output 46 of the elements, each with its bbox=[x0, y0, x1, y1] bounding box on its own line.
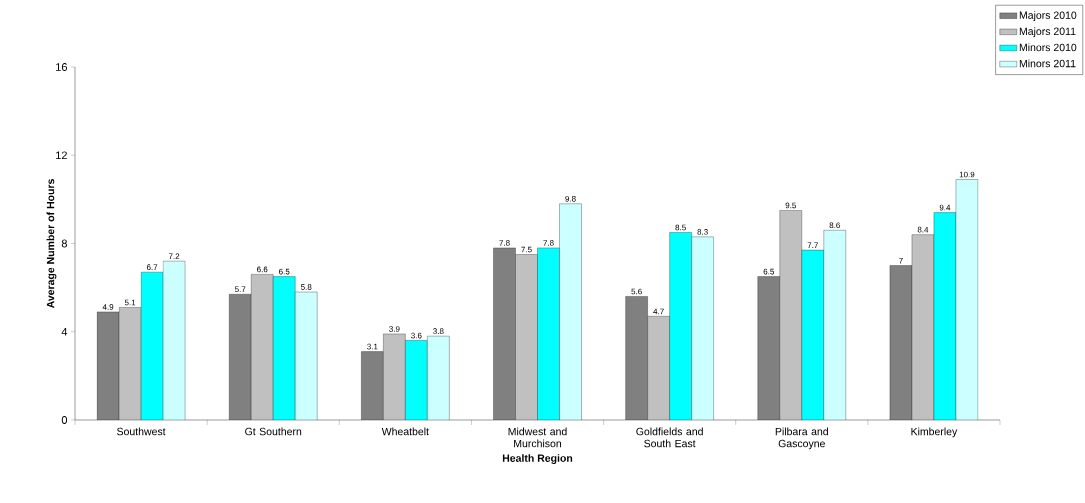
data-label: 8.5 bbox=[675, 224, 686, 231]
data-label: 7.5 bbox=[521, 246, 532, 253]
x-tick-label: Gt Southern bbox=[245, 427, 302, 436]
data-label: 3.6 bbox=[411, 332, 422, 339]
data-label: 8.3 bbox=[697, 229, 708, 235]
legend-label: Minors 2011 bbox=[1019, 59, 1076, 68]
data-label: 4.9 bbox=[102, 304, 114, 310]
data-label: 7.8 bbox=[543, 240, 554, 246]
data-label: 9.5 bbox=[785, 202, 797, 209]
data-label: 8.6 bbox=[829, 222, 840, 229]
data-label: 7.8 bbox=[499, 240, 510, 246]
y-tick-label: 12 bbox=[56, 151, 67, 160]
data-label: 5.1 bbox=[124, 299, 136, 306]
x-axis-title: Health Region bbox=[502, 454, 573, 465]
data-label: 6.6 bbox=[257, 266, 268, 273]
x-tick-label: Kimberley bbox=[911, 427, 958, 438]
x-tick-label: Goldfields and South East bbox=[636, 427, 703, 448]
data-label: 5.8 bbox=[300, 284, 312, 290]
x-tick-label: Wheatbelt bbox=[381, 427, 429, 436]
data-label: 6.7 bbox=[146, 264, 158, 271]
data-label: 6.5 bbox=[279, 268, 290, 275]
data-label: 5.6 bbox=[631, 288, 642, 295]
data-label: 3.8 bbox=[433, 328, 444, 334]
data-label: 7.2 bbox=[168, 253, 180, 259]
data-label: 3.9 bbox=[389, 326, 400, 332]
data-label: 3.1 bbox=[367, 343, 378, 350]
data-label: 10.9 bbox=[959, 171, 975, 178]
y-axis-title: Average Number of Hours bbox=[46, 179, 57, 309]
y-tick-label: 0 bbox=[61, 416, 68, 424]
data-label: 7.7 bbox=[807, 242, 818, 248]
data-label: 4.7 bbox=[653, 308, 664, 315]
x-tick-label: Pilbara and Gascoyne bbox=[775, 427, 828, 450]
legend-label: Majors 2011 bbox=[1019, 27, 1076, 38]
x-tick-label: Midwest and Murchison bbox=[508, 427, 567, 448]
data-label: 9.8 bbox=[565, 195, 576, 202]
data-label: 6.5 bbox=[763, 268, 775, 275]
data-label: 9.4 bbox=[939, 204, 951, 211]
y-tick-label: 4 bbox=[61, 327, 68, 336]
data-label: 7 bbox=[899, 257, 903, 264]
x-tick-label: Southwest bbox=[117, 427, 166, 436]
legend-label: Majors 2010 bbox=[1019, 11, 1077, 21]
legend-label: Minors 2010 bbox=[1019, 43, 1077, 52]
y-tick-label: 16 bbox=[56, 63, 67, 71]
data-label: 8.4 bbox=[917, 226, 929, 233]
data-label: 5.7 bbox=[234, 286, 246, 293]
y-tick-label: 8 bbox=[61, 239, 67, 248]
